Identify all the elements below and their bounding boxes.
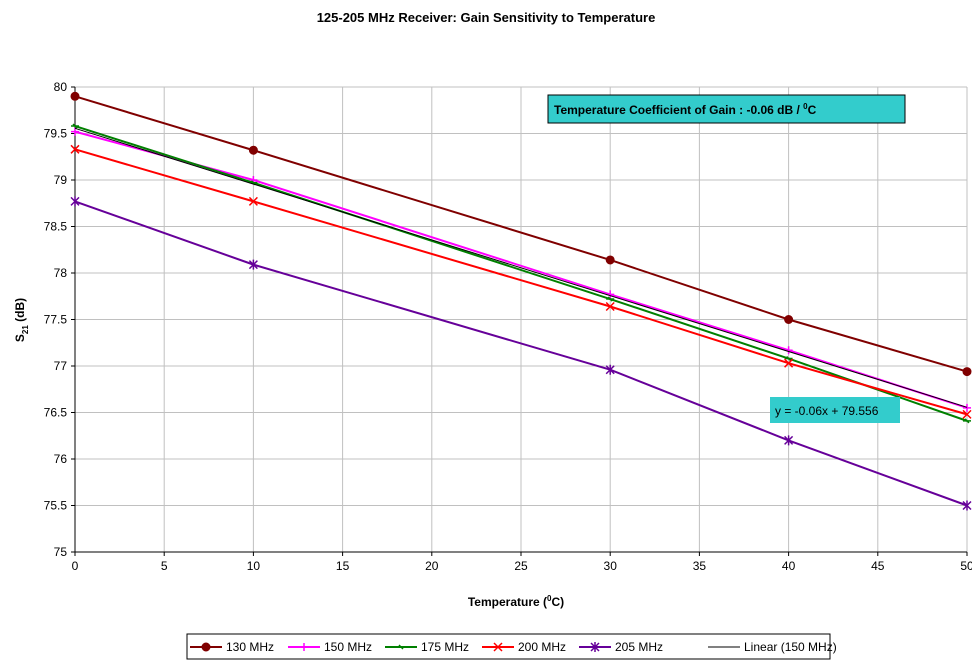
x-tick-label: 25 xyxy=(514,559,528,573)
marker xyxy=(784,315,794,324)
marker xyxy=(963,403,971,412)
y-tick-label: 79 xyxy=(54,173,68,187)
marker xyxy=(784,435,794,446)
legend-label: 175 MHz xyxy=(421,640,469,654)
marker xyxy=(605,364,615,375)
legend-label: 130 MHz xyxy=(226,640,274,654)
y-axis-label: S21 (dB) xyxy=(13,298,30,342)
marker xyxy=(605,255,615,265)
legend-marker xyxy=(397,644,405,650)
annotation-box xyxy=(547,94,906,124)
x-tick-label: 10 xyxy=(247,559,261,573)
x-axis-label: Temperature (0C) xyxy=(468,594,564,609)
marker xyxy=(962,409,972,419)
marker xyxy=(248,145,258,155)
marker xyxy=(962,367,972,377)
y-tick-label: 77 xyxy=(54,359,68,373)
marker xyxy=(963,418,971,424)
series-line xyxy=(74,127,968,408)
legend-label: 150 MHz xyxy=(324,640,372,654)
marker xyxy=(71,127,79,136)
legend-marker xyxy=(590,642,600,652)
marker xyxy=(70,91,80,101)
legend-label: Linear (150 MHz) xyxy=(744,640,837,654)
x-tick-label: 50 xyxy=(960,559,972,573)
y-tick-label: 77.5 xyxy=(44,313,68,327)
y-tick-label: 76 xyxy=(54,452,68,466)
y-tick-label: 75 xyxy=(54,545,68,559)
plot-area: 75 75.5 76 76.5 77 77.5 78 78.5 79 79.5 80 0 5 10 15 20… xyxy=(44,80,972,573)
marker xyxy=(248,196,258,206)
annotation-box xyxy=(770,397,900,423)
legend-label: 205 MHz xyxy=(615,640,663,654)
marker xyxy=(784,356,793,362)
y-tick-label: 76.5 xyxy=(44,406,68,420)
y-tick-label: 79.5 xyxy=(44,127,68,141)
y-tick-label: 75.5 xyxy=(44,499,68,513)
marker xyxy=(962,500,972,511)
marker xyxy=(70,144,80,154)
marker xyxy=(605,301,615,312)
marker xyxy=(606,296,615,302)
y-tick-label: 78 xyxy=(54,266,68,280)
x-tick-label: 15 xyxy=(336,559,350,573)
x-tick-label: 45 xyxy=(871,559,885,573)
x-tick-label: 35 xyxy=(693,559,707,573)
marker xyxy=(71,123,79,129)
y-tick-label: 78.5 xyxy=(44,220,68,234)
legend-marker xyxy=(493,642,503,652)
x-tick-label: 0 xyxy=(72,559,79,573)
annotation: y = -0.06x + 79.556 xyxy=(775,404,879,418)
marker xyxy=(248,259,258,270)
y-tick-label: 80 xyxy=(54,80,68,94)
x-tick-label: 30 xyxy=(604,559,618,573)
legend-marker xyxy=(201,642,211,652)
x-tick-label: 5 xyxy=(161,559,168,573)
annotation: Temperature Coefficient of Gain : -0.06 … xyxy=(554,102,817,117)
legend-marker xyxy=(300,643,308,651)
chart-title: 125-205 MHz Receiver: Gain Sensitivity t… xyxy=(317,10,656,25)
marker xyxy=(70,196,80,207)
marker xyxy=(784,358,794,368)
x-tick-label: 40 xyxy=(782,559,796,573)
x-tick-label: 20 xyxy=(425,559,439,573)
legend-label: 200 MHz xyxy=(518,640,566,654)
